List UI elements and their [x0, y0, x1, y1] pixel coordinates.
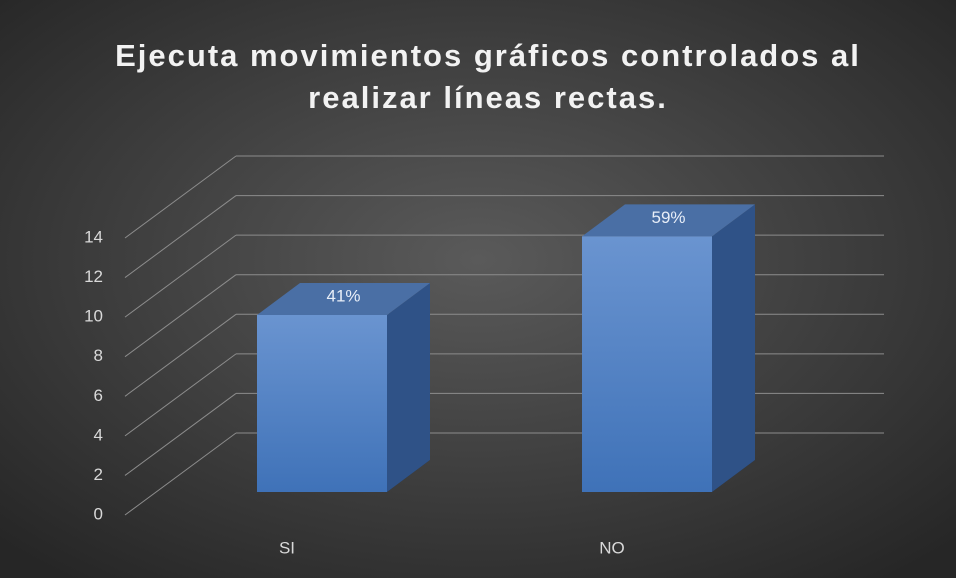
y-tick-label: 6 [94, 386, 103, 405]
chart-title: Ejecuta movimientos gráficos controlados… [115, 38, 861, 115]
y-tick-label: 14 [84, 227, 103, 246]
grid-line [124, 234, 237, 318]
bar-front [582, 236, 712, 492]
grid-line [124, 353, 237, 437]
grid-line [124, 195, 237, 278]
y-tick-label: 4 [94, 425, 103, 444]
grid-line [124, 313, 237, 397]
y-tick-label: 10 [84, 307, 103, 326]
bar-front [257, 315, 387, 492]
grid-line [124, 155, 237, 239]
bar-side [712, 204, 755, 493]
bar [582, 204, 755, 493]
bar-side [387, 283, 430, 492]
grid-line [124, 432, 237, 516]
x-tick-label: SI [279, 538, 295, 557]
grid-line [124, 393, 237, 476]
data-label: 41% [326, 286, 360, 305]
grid-line [124, 274, 237, 358]
data-label: 59% [651, 208, 685, 227]
y-tick-label: 12 [84, 267, 103, 286]
bar-top [257, 283, 430, 315]
bar-top [582, 204, 755, 237]
bar [257, 283, 430, 492]
y-tick-label: 0 [94, 504, 103, 523]
x-tick-label: NO [599, 538, 625, 557]
y-tick-label: 8 [94, 346, 103, 365]
y-tick-label: 2 [94, 465, 103, 484]
